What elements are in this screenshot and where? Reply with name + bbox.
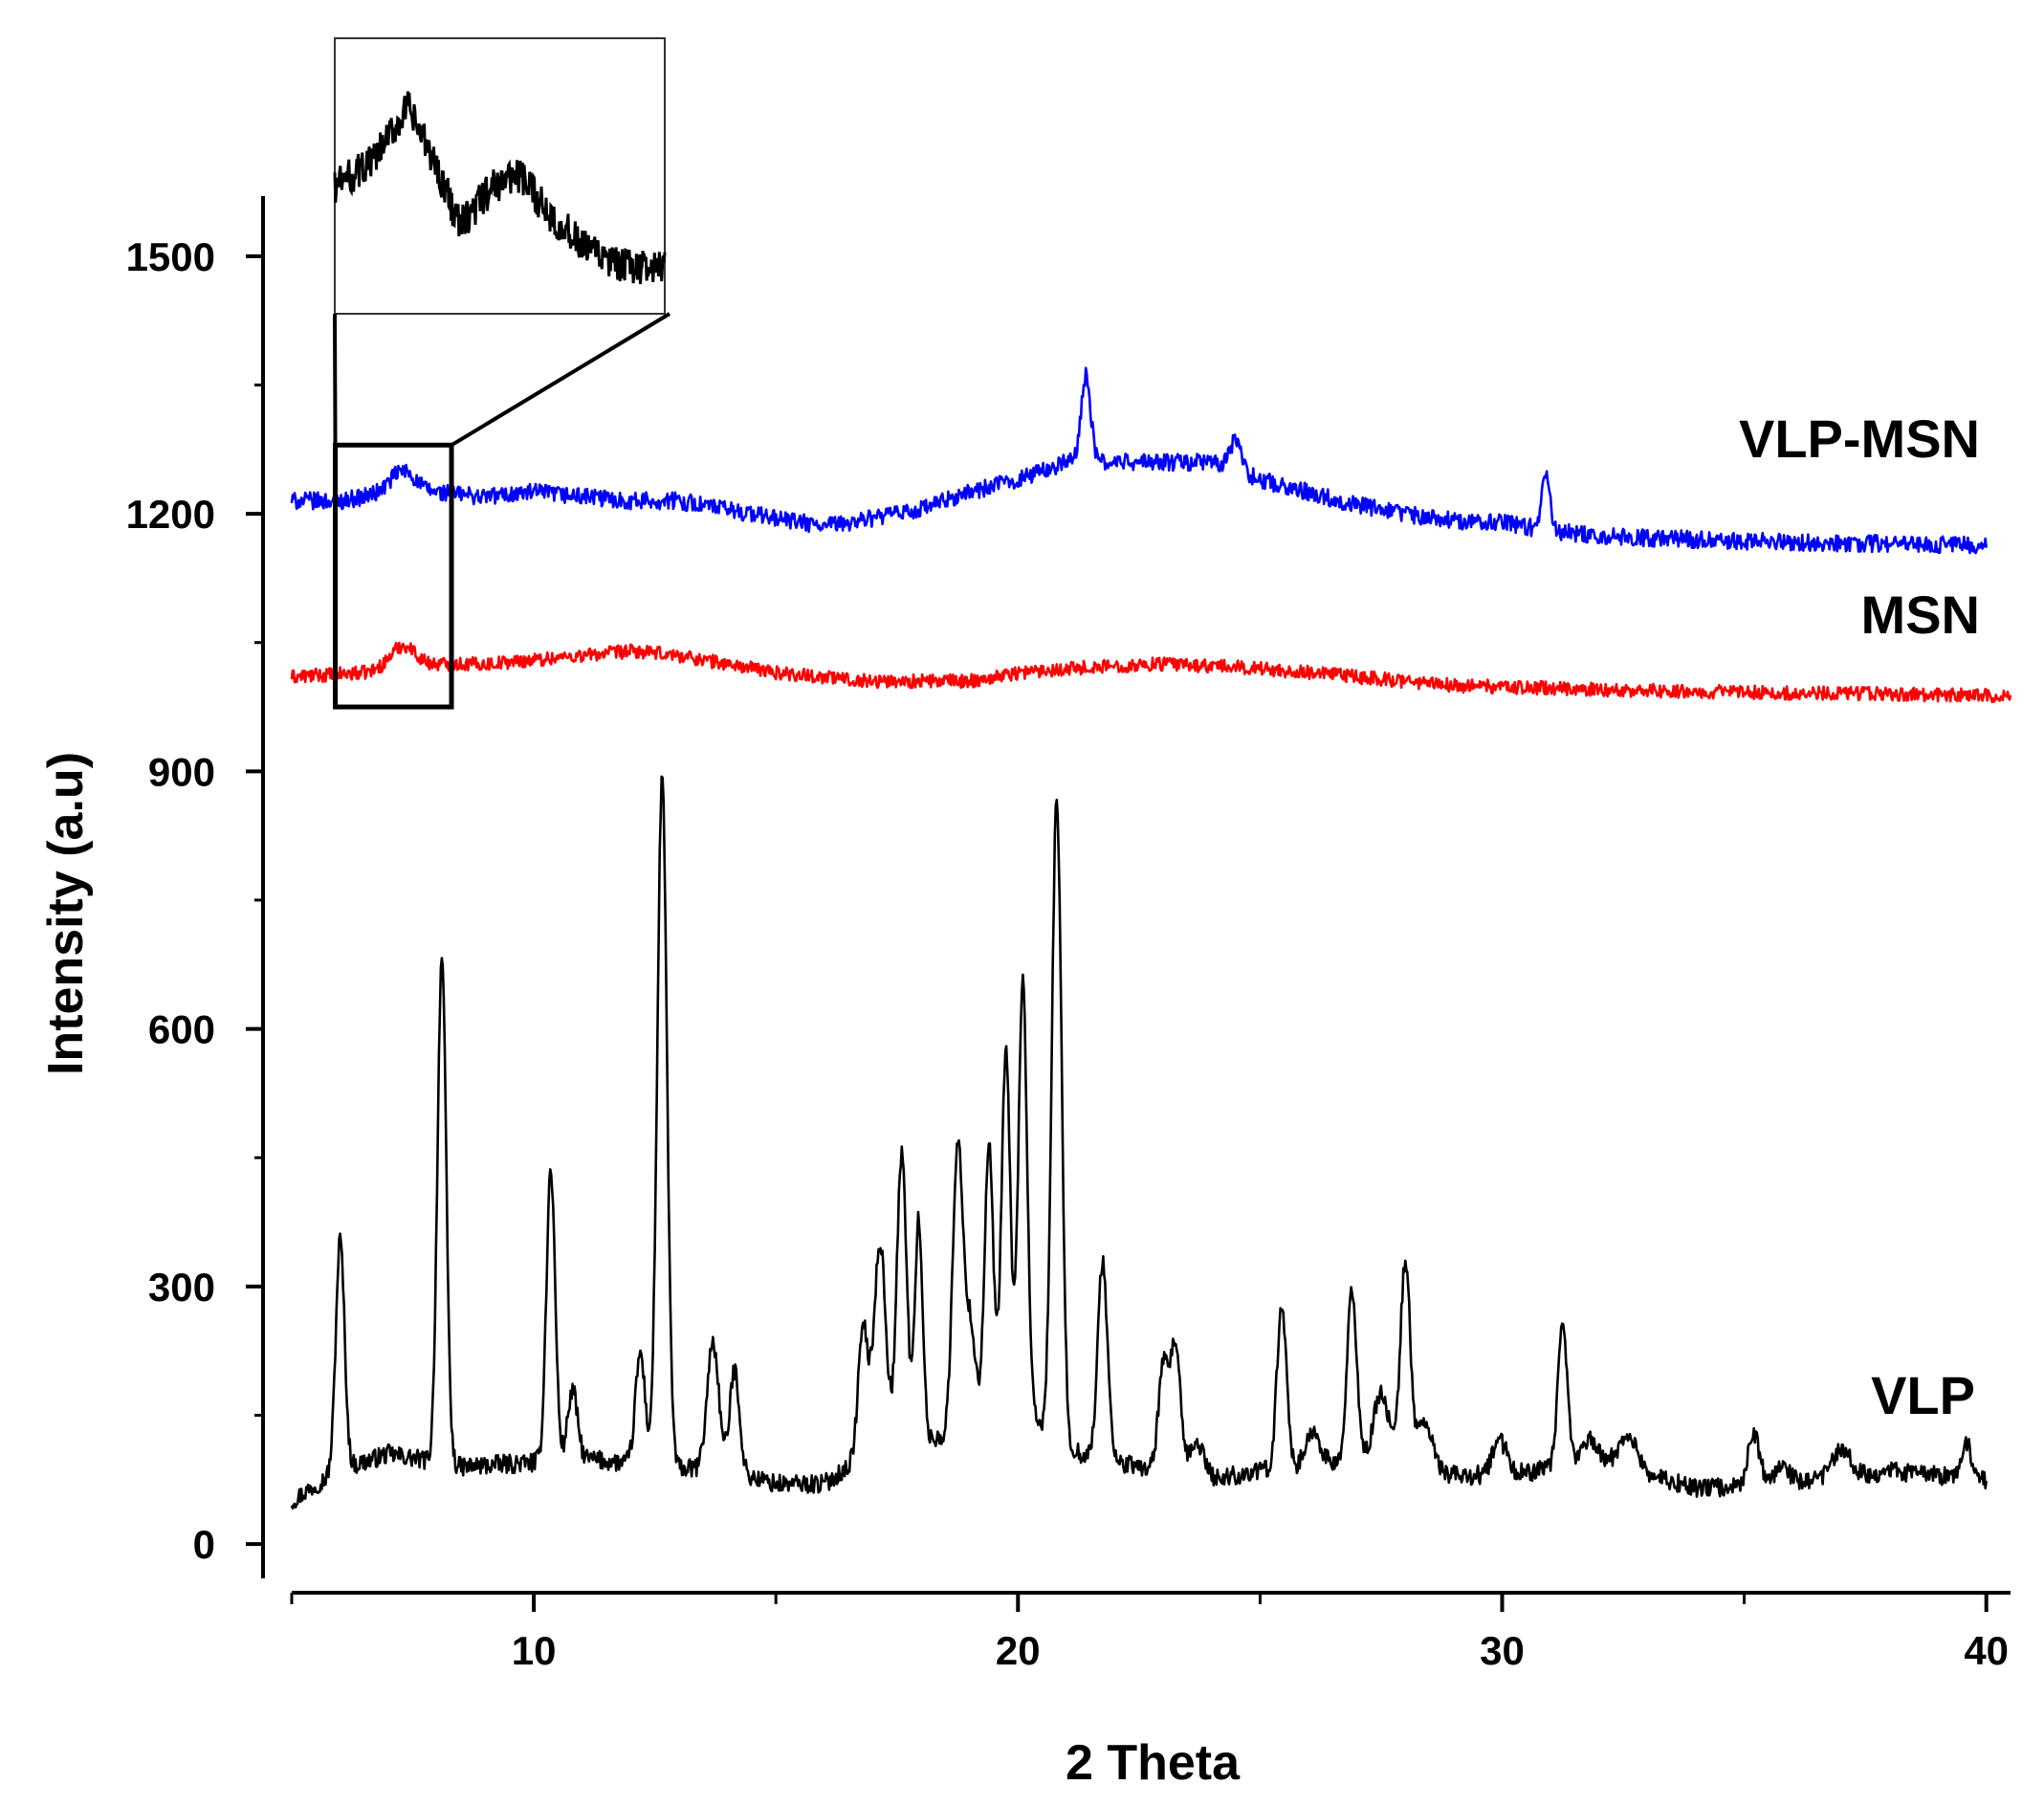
y-tick-label: 1200 <box>126 492 215 537</box>
x-tick-label: 40 <box>1964 1628 2009 1673</box>
zoom-region-box <box>333 442 454 710</box>
y-tick-label: 1500 <box>126 234 215 279</box>
y-tick-label: 900 <box>148 749 215 794</box>
zoom-connector-left <box>333 313 338 446</box>
x-ticks: 10 20 30 40 <box>290 1593 2009 1673</box>
x-tick-label: 30 <box>1480 1628 1525 1673</box>
x-tick-label: 20 <box>996 1628 1041 1673</box>
axes <box>261 196 2011 1595</box>
inset-group <box>333 37 671 710</box>
y-tick-label: 600 <box>148 1007 215 1052</box>
series-label-vlp-msn: VLP-MSN <box>1739 408 1980 469</box>
y-ticks: 0 300 600 900 1200 1500 <box>126 234 263 1567</box>
y-tick-label: 0 <box>193 1522 215 1567</box>
zoom-connector-right <box>451 312 671 447</box>
inset-trace <box>333 91 667 285</box>
y-axis-title: Intensity (a.u) <box>38 752 94 1075</box>
plot-lines <box>290 366 2012 1510</box>
series-label-msn: MSN <box>1861 584 1980 645</box>
x-tick-label: 10 <box>512 1628 557 1673</box>
series-line-vlp <box>290 775 1988 1510</box>
series-label-vlp: VLP <box>1871 1365 1975 1425</box>
series-line-msn <box>290 641 2012 704</box>
x-axis-title: 2 Theta <box>1066 1735 1241 1791</box>
y-tick-label: 300 <box>148 1265 215 1310</box>
series-line-vlp-msn <box>290 366 1988 555</box>
